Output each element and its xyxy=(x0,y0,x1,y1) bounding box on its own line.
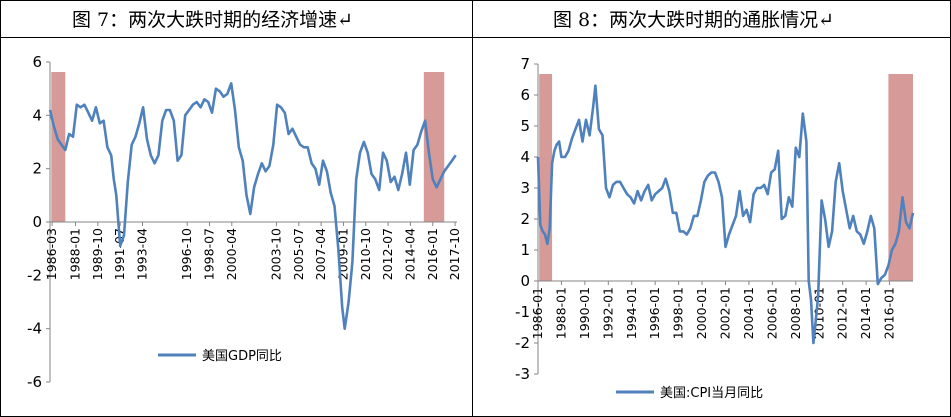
x-tick-label: 2012-07 xyxy=(380,228,395,280)
y-tick-label: 4 xyxy=(520,148,530,166)
x-tick-label: 1988-01 xyxy=(68,228,83,280)
x-tick-label: 2007-04 xyxy=(313,228,328,280)
x-tick-label: 2010-10 xyxy=(358,228,373,280)
x-tick-label: 2014-04 xyxy=(402,228,417,280)
x-tick-label: 2005-07 xyxy=(291,228,306,280)
gdp-growth-chart: -6 -4 -2 0 2 4 6 1986-03 1988-01 1989-10 1991-07 19… xyxy=(27,53,462,391)
x-tick-label: 2016-01 xyxy=(882,287,897,339)
x-tick-label: 2004-01 xyxy=(741,287,756,339)
x-tick-label: 1986-01 xyxy=(530,287,545,339)
y-tick-label: 2 xyxy=(520,210,530,228)
chart-title-cpi: 图 8：两次大跌时期的通胀情况↵ xyxy=(553,9,835,31)
x-tick-label: 1986-03 xyxy=(44,228,59,280)
y-tick-label: 3 xyxy=(520,179,530,197)
chart-title-gdp: 图 7：两次大跌时期的经济增速↵ xyxy=(72,9,354,31)
x-tick-label: 2017-10 xyxy=(447,228,462,280)
y-tick-label: 1 xyxy=(520,241,530,259)
y-tick-label: -6 xyxy=(27,373,42,391)
x-tick-label: 1996-01 xyxy=(647,287,662,339)
y-tick-label: 0 xyxy=(520,272,530,290)
x-tick-label: 1991-07 xyxy=(112,228,127,280)
series-line xyxy=(536,84,915,345)
y-tick-label: 6 xyxy=(32,53,42,71)
y-tick-label: -3 xyxy=(515,365,530,383)
x-tick-label: 2006-01 xyxy=(764,287,779,339)
x-tick-label: 2012-01 xyxy=(835,287,850,339)
x-tick-label: 2002-01 xyxy=(718,287,733,339)
x-tick-label: 2016-01 xyxy=(425,228,440,280)
x-tick-label: 1989-10 xyxy=(90,228,105,280)
x-tick-label: 1994-01 xyxy=(624,287,639,339)
x-tick-label: 1998-01 xyxy=(671,287,686,339)
x-tick-label: 1988-01 xyxy=(553,287,568,339)
x-tick-label: 1992-01 xyxy=(600,287,615,339)
y-tick-label: 6 xyxy=(520,86,530,104)
shaded-period-0 xyxy=(51,72,66,222)
x-tick-label: 1993-04 xyxy=(135,228,150,280)
legend-label: 美国:CPI当月同比 xyxy=(660,386,763,401)
y-tick-label: 0 xyxy=(32,213,42,231)
x-tick-label: 1998-07 xyxy=(201,228,216,280)
y-tick-label: 2 xyxy=(32,160,42,178)
cpi-inflation-chart: -3 -2 -1 0 1 2 3 4 5 6 7 1986-01 1988-01 1990-01 1992-… xyxy=(515,55,915,401)
shaded-period-1 xyxy=(423,72,445,222)
y-tick-label: 7 xyxy=(520,55,530,73)
panel-divider xyxy=(472,0,473,417)
x-tick-label: 2000-01 xyxy=(694,287,709,339)
x-tick-label: 2014-01 xyxy=(858,287,873,339)
series-line xyxy=(48,82,457,330)
shaded-period-0 xyxy=(539,74,553,281)
y-tick-label: 4 xyxy=(32,106,42,124)
x-tick-label: 2008-01 xyxy=(788,287,803,339)
y-tick-label: -1 xyxy=(515,303,530,321)
x-tick-label: 1996-10 xyxy=(179,228,194,280)
y-tick-label: -4 xyxy=(27,320,42,338)
x-tick-label: 1990-01 xyxy=(577,287,592,339)
title-divider xyxy=(0,37,951,38)
y-tick-label: -2 xyxy=(515,334,530,352)
y-tick-label: 5 xyxy=(520,117,530,135)
y-tick-label: -2 xyxy=(27,266,42,284)
x-tick-label: 2003-10 xyxy=(268,228,283,280)
x-tick-label: 2000-04 xyxy=(224,228,239,280)
legend-label: 美国GDP同比 xyxy=(202,349,282,364)
